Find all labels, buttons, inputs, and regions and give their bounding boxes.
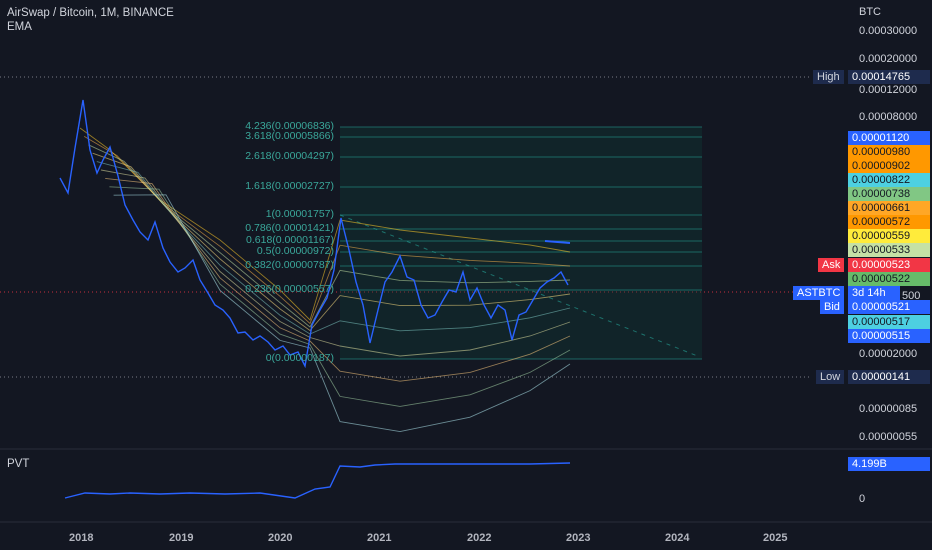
high-value: 0.00014765 [848, 70, 930, 84]
fib-level-label: 0.5(0.00000972) [256, 245, 334, 257]
pvt-series[interactable] [64, 462, 571, 499]
high-label: High [813, 70, 844, 84]
ema-tail [544, 240, 571, 244]
ema-value-tag: 0.00000559 [848, 229, 930, 243]
axis-tick: 0.00008000 [859, 111, 918, 123]
ema-legend[interactable]: EMA [7, 21, 32, 33]
fib-level-label: 4.236(0.00006836) [245, 120, 334, 132]
ema-value-tag: 0.00000738 [848, 187, 930, 201]
ema-value-tag: 0.00000822 [848, 173, 930, 187]
symbol-price-label[interactable]: ASTBTC [793, 286, 845, 300]
ask-value: 0.00000523 [848, 258, 930, 272]
pvt-zero-tick: 0 [859, 493, 866, 505]
currency-label: BTC [859, 6, 881, 18]
year-label: 2022 [467, 532, 492, 544]
ema-ribbon [79, 127, 571, 433]
price-fragment: 500 [902, 290, 921, 302]
year-label: 2018 [69, 532, 94, 544]
ema-line [105, 177, 571, 382]
year-label: 2019 [169, 532, 194, 544]
axis-tick: 0.00012000 [859, 84, 918, 96]
bar-countdown: 3d 14h [848, 286, 900, 300]
ema-value-tag: 0.00000515 [848, 329, 930, 343]
pvt-legend[interactable]: PVT [7, 458, 30, 470]
low-label: Low [816, 370, 845, 384]
ema-line [113, 194, 571, 433]
pvt-value: 4.199B [848, 457, 930, 471]
axis-tick: 0.00000055 [859, 431, 918, 443]
fib-level-label: 0.618(0.00001167) [246, 234, 334, 246]
fib-level-label: 1(0.00001757) [265, 208, 334, 220]
ema-line [92, 152, 571, 332]
ema-value-tag: 0.00000661 [848, 201, 930, 215]
symbol-title[interactable]: AirSwap / Bitcoin, 1M, BINANCE [7, 7, 174, 19]
year-label: 2025 [763, 532, 788, 544]
fib-level-label: 0(0.00000187) [265, 352, 334, 364]
ema-line [88, 144, 571, 328]
year-label: 2023 [566, 532, 591, 544]
fib-level-label: 0.236(0.00000557) [245, 283, 334, 295]
ema-value-tag: 0.00000572 [848, 215, 930, 229]
fib-level-label: 0.786(0.00001421) [245, 222, 334, 234]
fib-level-label: 1.618(0.00002727) [245, 180, 334, 192]
year-label: 2024 [665, 532, 690, 544]
axis-tick: 0.00020000 [859, 53, 918, 65]
axis-tick: 0.00030000 [859, 25, 918, 37]
price-series[interactable] [59, 99, 569, 369]
ema-value-tag: 0.00000533 [848, 243, 930, 257]
axis-tick: 0.00002000 [859, 348, 918, 360]
fib-trend-line[interactable] [339, 214, 701, 358]
low-value: 0.00000141 [848, 370, 930, 384]
fib-level-label: 0.382(0.00000787) [245, 259, 334, 271]
bid-label: Bid [820, 300, 844, 314]
fib-levels[interactable] [340, 126, 702, 360]
fib-zone[interactable] [340, 127, 702, 359]
year-label: 2021 [367, 532, 392, 544]
ema-value-tag: 0.00001120 [848, 131, 930, 145]
ema-value-tag: 0.00000980 [848, 145, 930, 159]
fib-level-label: 2.618(0.00004297) [245, 150, 334, 162]
ask-label: Ask [818, 258, 845, 272]
ema-value-tag: 0.00000522 [848, 272, 930, 286]
bid-value: 0.00000521 [848, 300, 930, 314]
ema-value-tag: 0.00000517 [848, 315, 930, 329]
year-label: 2020 [268, 532, 293, 544]
axis-tick: 0.00000085 [859, 403, 918, 415]
fib-level-label: 3.618(0.00005866) [245, 130, 334, 142]
ema-value-tag: 0.00000902 [848, 159, 930, 173]
ema-line [109, 186, 571, 407]
